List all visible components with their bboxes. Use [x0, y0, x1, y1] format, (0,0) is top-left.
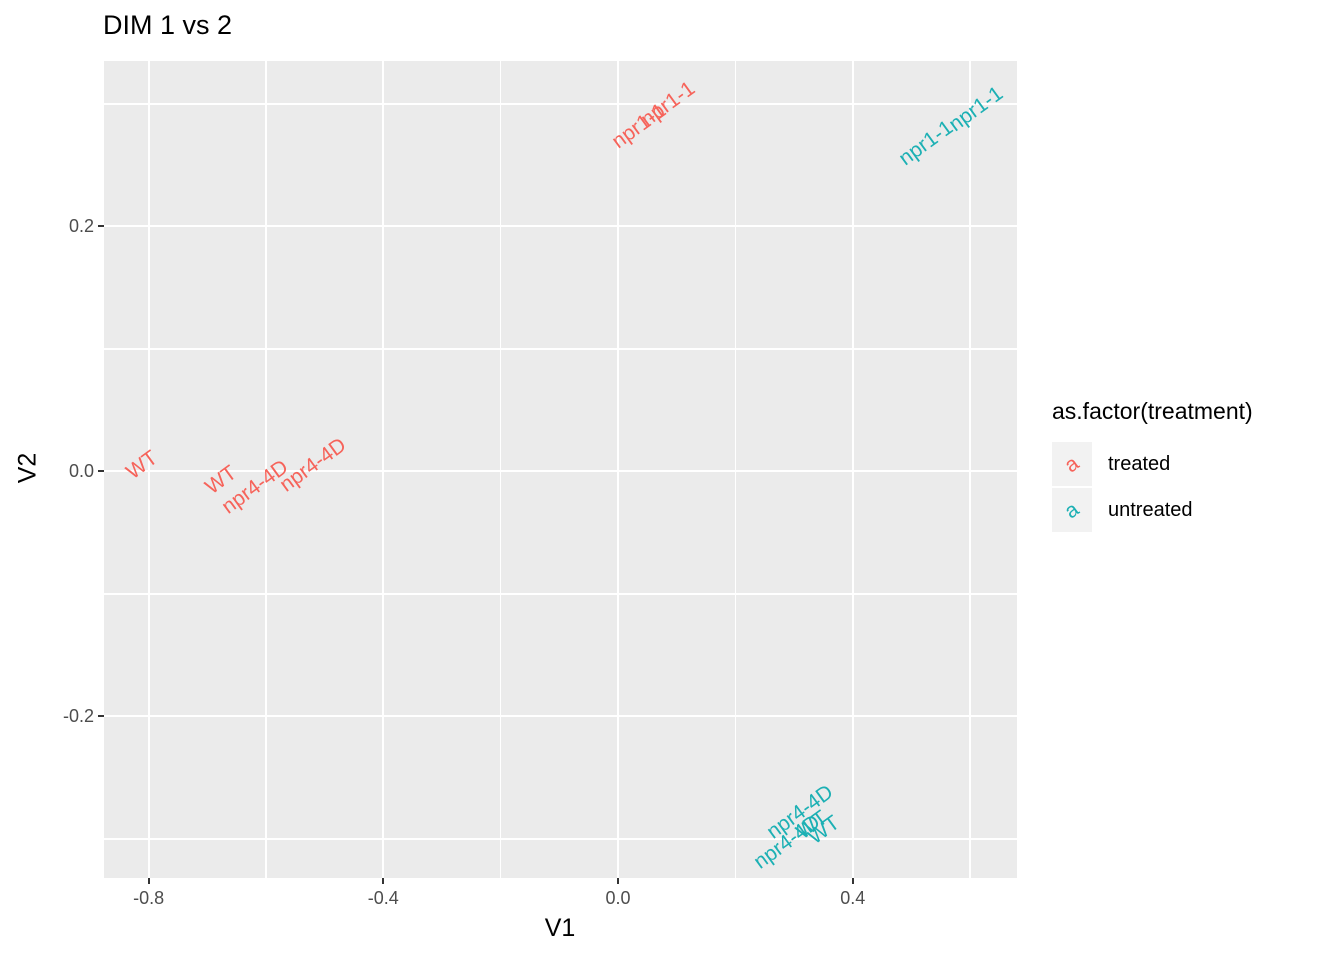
- gridline-horizontal-minor: [104, 348, 1017, 350]
- gridline-horizontal-minor: [104, 838, 1017, 840]
- x-tick-mark: [147, 878, 150, 884]
- legend: as.factor(treatment) a treated a untreated: [1052, 398, 1253, 534]
- legend-title: as.factor(treatment): [1052, 398, 1253, 424]
- legend-entries: a treated a untreated: [1052, 442, 1253, 532]
- y-tick-label: 0.2: [68, 216, 94, 237]
- y-tick-mark: [98, 225, 104, 228]
- gridline-vertical-major: [851, 61, 854, 878]
- legend-entry: a untreated: [1052, 488, 1253, 532]
- gridline-vertical-minor: [265, 61, 267, 878]
- gridline-horizontal-major: [104, 225, 1017, 228]
- gridline-horizontal-major: [104, 470, 1017, 473]
- legend-key: a: [1052, 442, 1092, 486]
- gridline-horizontal-major: [104, 715, 1017, 718]
- legend-key-glyph-a: a: [1060, 451, 1084, 477]
- y-tick-label: -0.2: [62, 706, 94, 727]
- y-tick-mark: [98, 470, 104, 473]
- gridline-horizontal-minor: [104, 593, 1017, 595]
- x-tick-label: 0.4: [840, 888, 866, 908]
- gridline-vertical-minor: [969, 61, 971, 878]
- x-tick-mark: [382, 878, 385, 884]
- x-tick-label: -0.4: [367, 888, 399, 908]
- x-tick-mark: [851, 878, 854, 884]
- y-tick-label: 0.0: [68, 461, 94, 482]
- gridline-vertical-minor: [499, 61, 502, 878]
- point-label-untreated: npr1-1: [894, 115, 958, 171]
- x-tick-label: -0.8: [133, 888, 165, 908]
- legend-entry-label: untreated: [1108, 498, 1193, 521]
- x-tick-mark: [617, 878, 619, 884]
- legend-key-glyph-a: a: [1060, 497, 1084, 523]
- point-label-treated: npr4-4D: [275, 433, 351, 497]
- legend-key: a: [1052, 488, 1092, 532]
- legend-entry: a treated: [1052, 442, 1253, 486]
- y-tick-mark: [98, 715, 104, 718]
- y-axis-title: V2: [13, 452, 42, 484]
- point-label-untreated: npr1-1: [944, 81, 1008, 136]
- gridline-vertical-minor: [734, 61, 737, 878]
- legend-entry-label: treated: [1108, 452, 1171, 475]
- point-label-treated: WT: [121, 446, 162, 485]
- gridline-vertical-major: [617, 61, 619, 878]
- gridline-horizontal-minor: [104, 103, 1017, 105]
- x-axis-title: V1: [544, 914, 576, 942]
- plot-title: DIM 1 vs 2: [103, 10, 233, 40]
- plot-panel: WT WT npr4-4D npr4-4D npr1-1 npr1-1 npr1-1 npr1…: [104, 61, 1017, 878]
- x-tick-label: 0.0: [605, 888, 631, 908]
- gridline-vertical-major: [147, 61, 150, 878]
- gridline-vertical-major: [382, 61, 385, 878]
